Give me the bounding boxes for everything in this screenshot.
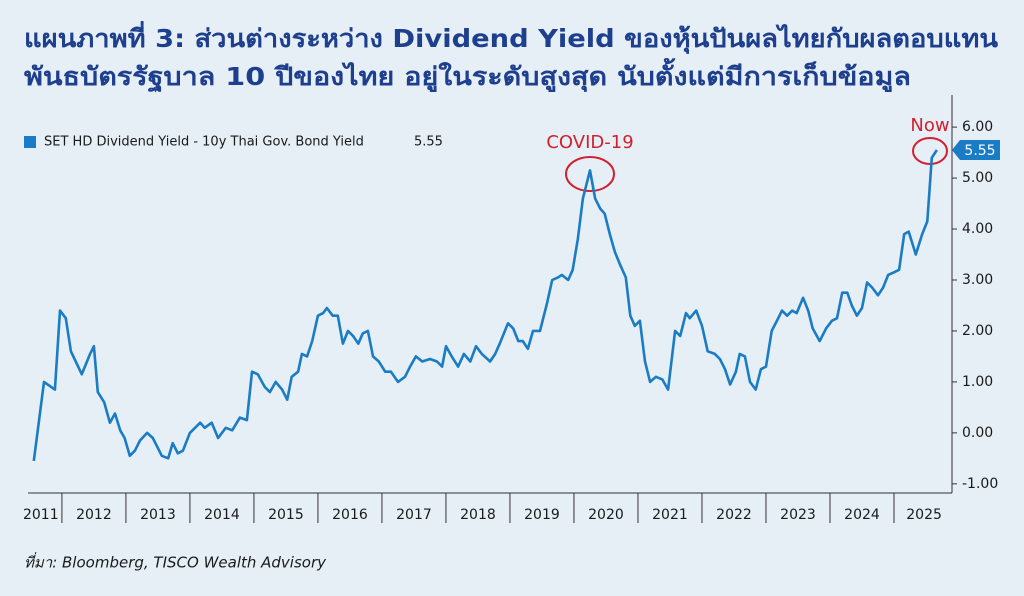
y-tick-label: -1.00 bbox=[962, 476, 998, 492]
series-line bbox=[32, 149, 938, 462]
y-tick-label: 1.00 bbox=[962, 374, 993, 390]
annotation: Now bbox=[910, 115, 949, 136]
y-tick-label: 2.00 bbox=[962, 323, 993, 339]
legend-swatch bbox=[24, 136, 36, 148]
annotation-circle bbox=[912, 137, 948, 165]
x-tick-label: 2015 bbox=[268, 507, 304, 523]
value-tag bbox=[952, 140, 1000, 161]
x-tick-label: 2025 bbox=[906, 507, 942, 523]
chart-title: พันธบัตรรัฐบาล 10 ปีของไทย อยู่ในระดับสู… bbox=[24, 57, 911, 93]
x-tick-label: 2013 bbox=[140, 507, 176, 523]
x-tick-label: 2011 bbox=[23, 507, 59, 523]
x-tick-label: 2020 bbox=[588, 507, 624, 523]
y-tick-label: 3.00 bbox=[962, 272, 993, 288]
x-tick-label: 2024 bbox=[844, 507, 880, 523]
y-tick-label: 5.00 bbox=[962, 170, 993, 186]
x-tick-label: 2014 bbox=[204, 507, 240, 523]
x-tick-label: 2019 bbox=[524, 507, 560, 523]
x-tick-label: 2016 bbox=[332, 507, 368, 523]
legend-label: SET HD Dividend Yield - 10y Thai Gov. Bo… bbox=[44, 135, 364, 150]
y-tick-label: 6.00 bbox=[962, 119, 993, 135]
x-tick-label: 2022 bbox=[716, 507, 752, 523]
x-tick-label: 2017 bbox=[396, 507, 432, 523]
y-tick-label: 4.00 bbox=[962, 221, 993, 237]
annotation-circle bbox=[565, 156, 615, 192]
source: ที่มา: Bloomberg, TISCO Wealth Advisory bbox=[24, 552, 327, 572]
x-tick-label: 2018 bbox=[460, 507, 496, 523]
x-tick-label: 2021 bbox=[652, 507, 688, 523]
chart-title: แผนภาพที่ 3: ส่วนต่างระหว่าง Dividend Yi… bbox=[24, 21, 998, 55]
value-tag-label: 5.55 bbox=[964, 143, 995, 159]
x-tick-label: 2012 bbox=[76, 507, 112, 523]
x-tick-label: 2023 bbox=[780, 507, 816, 523]
y-tick-label: 0.00 bbox=[962, 425, 993, 441]
annotation: COVID-19 bbox=[546, 132, 633, 153]
legend-value: 5.55 bbox=[414, 135, 443, 150]
